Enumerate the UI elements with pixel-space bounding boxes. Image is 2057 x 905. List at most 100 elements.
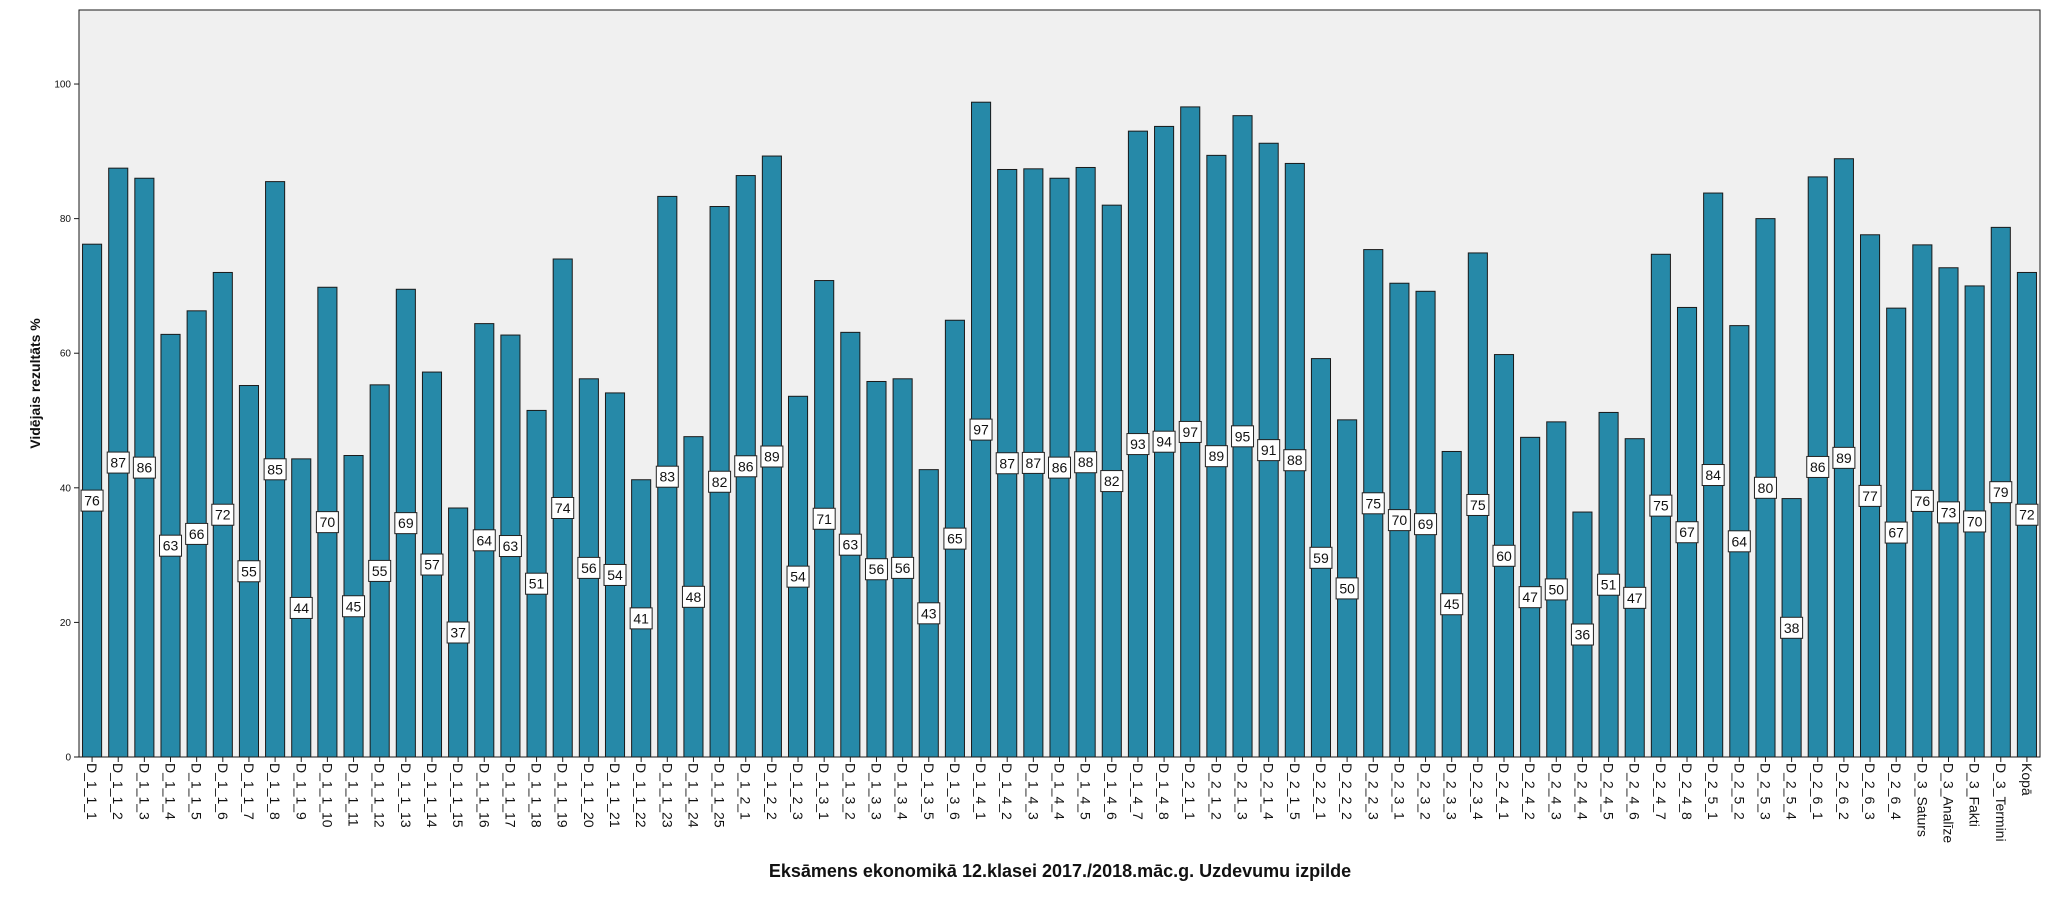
x-tick-label: D_2_3_4 bbox=[1470, 763, 1486, 820]
data-label-box bbox=[1858, 484, 1882, 507]
x-tick-label: D_2_5_1 bbox=[1705, 763, 1721, 820]
data-label-box bbox=[263, 458, 287, 481]
x-tick-label: D_3_Saturs bbox=[1914, 763, 1930, 837]
data-label: 86 bbox=[1052, 460, 1068, 476]
data-label-box bbox=[132, 456, 156, 479]
data-label: 63 bbox=[503, 538, 519, 554]
data-label-box bbox=[760, 445, 784, 468]
data-label: 91 bbox=[1261, 442, 1277, 458]
data-label-box bbox=[1649, 494, 1673, 517]
data-label-box bbox=[1387, 509, 1411, 532]
data-label-box bbox=[1727, 530, 1751, 553]
data-label-box bbox=[681, 585, 705, 608]
x-tick-label: D_3_Termini bbox=[1993, 763, 2009, 842]
data-label: 74 bbox=[555, 500, 571, 516]
data-label: 54 bbox=[607, 567, 623, 583]
x-tick-label: D_1_2_3 bbox=[790, 763, 806, 820]
data-label: 88 bbox=[1078, 454, 1094, 470]
data-label-box bbox=[1021, 451, 1045, 474]
data-label: 87 bbox=[1026, 455, 1042, 471]
x-tick-label: D_2_4_7 bbox=[1653, 763, 1669, 820]
data-label: 64 bbox=[1732, 533, 1748, 549]
data-label-box bbox=[734, 455, 758, 478]
data-label: 36 bbox=[1575, 627, 1591, 643]
x-tick-label: D_2_4_6 bbox=[1627, 763, 1643, 820]
data-label-box bbox=[420, 553, 444, 576]
x-tick-label: D_2_1_1 bbox=[1182, 763, 1198, 820]
x-tick-label: D_2_2_2 bbox=[1339, 763, 1355, 820]
data-label: 93 bbox=[1130, 436, 1146, 452]
data-label-box bbox=[1570, 623, 1594, 646]
x-tick-label: D_2_6_1 bbox=[1810, 763, 1826, 820]
data-label: 89 bbox=[1209, 448, 1225, 464]
x-tick-label: D_1_1_17 bbox=[502, 763, 518, 828]
x-tick-label: D_1_4_7 bbox=[1130, 763, 1146, 820]
x-tick-label: D_2_1_5 bbox=[1287, 763, 1303, 820]
x-tick-label: D_1_4_2 bbox=[999, 763, 1015, 820]
y-tick-label: 20 bbox=[60, 618, 72, 629]
x-tick-label: D_1_1_16 bbox=[476, 763, 492, 828]
data-label-box bbox=[1675, 521, 1699, 544]
x-tick-label: D_1_1_24 bbox=[685, 763, 701, 828]
data-label: 82 bbox=[1104, 473, 1120, 489]
data-label: 95 bbox=[1235, 428, 1251, 444]
x-tick-label: D_1_1_22 bbox=[633, 763, 649, 828]
data-label-box bbox=[472, 529, 496, 552]
x-tick-label: D_1_4_1 bbox=[973, 763, 989, 820]
x-tick-label: D_1_1_7 bbox=[241, 763, 257, 820]
data-label-box bbox=[1414, 513, 1438, 536]
x-tick-label: D_3_Analīze bbox=[1940, 763, 1956, 843]
data-label-box bbox=[708, 470, 732, 493]
x-tick-label: D_2_4_4 bbox=[1574, 763, 1590, 820]
data-label: 64 bbox=[476, 532, 492, 548]
data-label: 89 bbox=[1836, 450, 1852, 466]
x-tick-label: D_1_1_2 bbox=[110, 763, 126, 820]
x-tick-label: D_1_4_4 bbox=[1052, 763, 1068, 820]
y-axis: 0 20 40 60 80 100 bbox=[54, 80, 79, 764]
x-tick-label: D_1_1_6 bbox=[215, 763, 231, 820]
data-label: 73 bbox=[1941, 504, 1957, 520]
data-label-box bbox=[211, 503, 235, 526]
x-tick-label: D_2_4_3 bbox=[1548, 763, 1564, 820]
data-label-box bbox=[342, 595, 366, 618]
data-label-box bbox=[1335, 577, 1359, 600]
data-label: 97 bbox=[973, 422, 989, 438]
data-label: 97 bbox=[1182, 424, 1198, 440]
data-label: 70 bbox=[1967, 513, 1983, 529]
data-label: 82 bbox=[712, 474, 728, 490]
x-tick-label: D_1_1_4 bbox=[163, 763, 179, 820]
data-label-box bbox=[1492, 544, 1516, 567]
data-label: 69 bbox=[398, 515, 414, 531]
x-tick-label: D_1_3_3 bbox=[868, 763, 884, 820]
data-label-box bbox=[106, 451, 130, 474]
data-label-box bbox=[1623, 586, 1647, 609]
data-label: 75 bbox=[1653, 498, 1669, 514]
y-axis-title: Vidējais rezultāts % bbox=[27, 318, 43, 449]
data-label: 45 bbox=[1444, 596, 1460, 612]
data-label-box bbox=[2015, 503, 2039, 526]
x-tick-label: D_2_6_4 bbox=[1888, 763, 1904, 820]
data-label: 65 bbox=[947, 531, 963, 547]
data-label: 85 bbox=[267, 461, 283, 477]
x-tick-label: D_2_4_5 bbox=[1601, 763, 1617, 820]
data-label: 50 bbox=[1549, 581, 1565, 597]
data-label-box bbox=[969, 418, 993, 441]
data-label: 80 bbox=[1758, 480, 1774, 496]
data-label: 45 bbox=[346, 598, 362, 614]
data-label-box bbox=[1910, 489, 1934, 512]
data-label-box bbox=[1884, 521, 1908, 544]
data-label: 66 bbox=[189, 526, 205, 542]
data-label-box bbox=[1806, 455, 1830, 478]
data-label-box bbox=[1204, 445, 1228, 468]
data-label-box bbox=[446, 621, 470, 644]
x-tick-label: D_1_1_10 bbox=[319, 763, 335, 828]
data-label: 94 bbox=[1156, 434, 1172, 450]
x-tick-label: D_1_1_5 bbox=[189, 763, 205, 820]
data-label-box bbox=[891, 556, 915, 579]
x-tick-label: D_1_4_8 bbox=[1156, 763, 1172, 820]
x-tick-label: D_1_1_18 bbox=[529, 763, 545, 828]
data-label: 87 bbox=[110, 455, 126, 471]
data-label: 59 bbox=[1313, 550, 1329, 566]
x-tick-label: D_1_3_5 bbox=[921, 763, 937, 820]
data-label: 67 bbox=[1679, 524, 1695, 540]
